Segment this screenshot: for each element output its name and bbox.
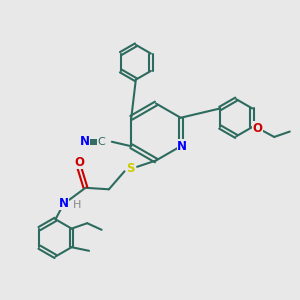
Text: S: S xyxy=(126,162,135,176)
Text: N: N xyxy=(80,135,90,148)
Text: H: H xyxy=(73,200,82,210)
Text: N: N xyxy=(177,140,187,153)
Text: N: N xyxy=(59,197,69,210)
Text: C: C xyxy=(98,137,105,147)
Text: O: O xyxy=(253,122,263,135)
Text: O: O xyxy=(74,156,84,169)
